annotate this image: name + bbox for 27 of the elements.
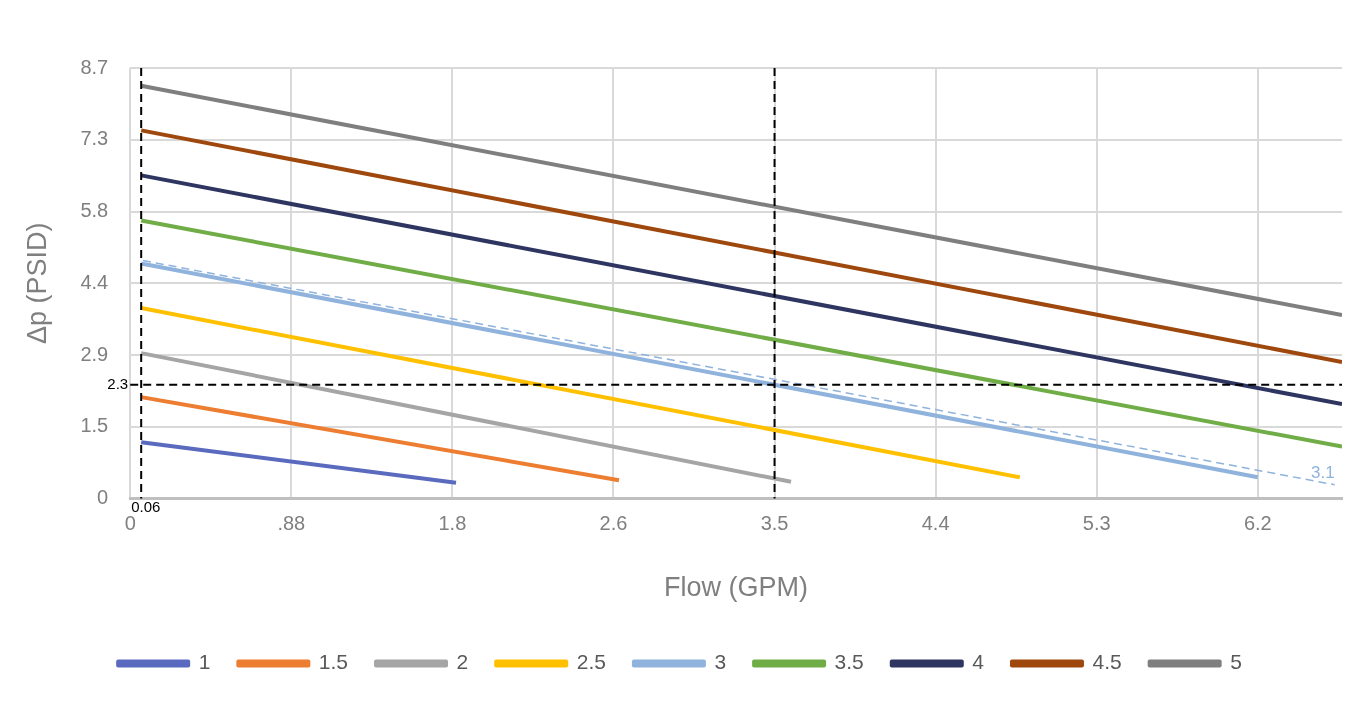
x-tick-label: 3.5 bbox=[760, 512, 789, 535]
x-tick-label: 5.3 bbox=[1082, 512, 1111, 535]
legend-label: 4 bbox=[972, 650, 985, 674]
legend-label: 2.5 bbox=[576, 650, 606, 674]
x-tick-label: 1.8 bbox=[438, 512, 467, 535]
x-tick-label: 2.6 bbox=[599, 512, 628, 535]
legend-label: 1.5 bbox=[318, 650, 349, 674]
legend-label: 5 bbox=[1230, 650, 1242, 674]
y-tick-label: 7.3 bbox=[80, 127, 109, 150]
annotation: 3.1 bbox=[1311, 462, 1335, 482]
x-tick-label: .88 bbox=[277, 512, 306, 535]
ref-line-label: 2.3 bbox=[107, 374, 129, 392]
legend-label: 2 bbox=[456, 650, 469, 674]
y-tick-label: 1.5 bbox=[80, 414, 109, 437]
y-tick-label: 5.8 bbox=[80, 199, 109, 222]
legend-label: 1 bbox=[198, 650, 211, 674]
x-axis-title: Flow (GPM) bbox=[664, 572, 809, 603]
legend-label: 3 bbox=[714, 650, 727, 674]
x-tick-label: 4.4 bbox=[921, 512, 950, 535]
legend-label: 3.5 bbox=[834, 650, 864, 674]
y-tick-label: 0 bbox=[97, 486, 109, 509]
y-tick-label: 2.9 bbox=[80, 342, 109, 365]
legend-label: 4.5 bbox=[1092, 650, 1122, 674]
y-tick-label: 8.7 bbox=[80, 55, 109, 78]
y-tick-label: 4.4 bbox=[80, 270, 109, 293]
y-axis-title: Δp (PSID) bbox=[21, 222, 52, 345]
x-tick-label: 6.2 bbox=[1243, 512, 1272, 535]
